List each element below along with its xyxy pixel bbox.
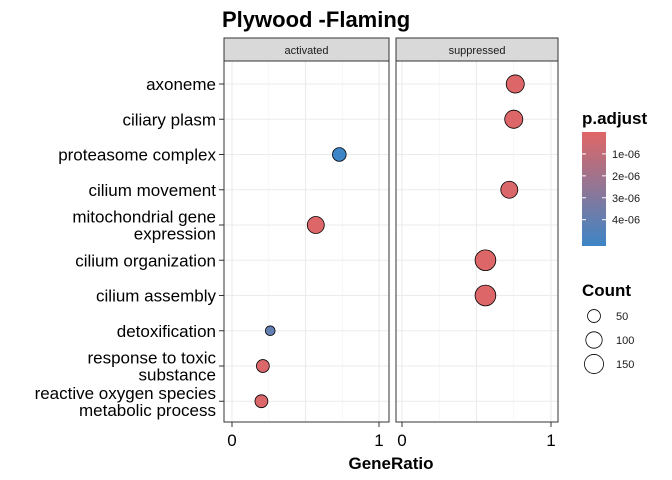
points-suppressed (474, 74, 525, 307)
strip-label-activated: activated (284, 45, 328, 57)
legend-size-label: 100 (616, 335, 634, 347)
legend-size-circle (587, 309, 601, 323)
y-tick-label: detoxification (117, 322, 216, 341)
legend-size-circle (585, 331, 603, 349)
data-point (504, 109, 524, 129)
y-tick-label: reactive oxygen species metabolic process (35, 384, 216, 420)
grid-suppressed (396, 61, 558, 422)
facet-suppressed: suppressed (395, 37, 559, 423)
legend-size-label: 150 (616, 359, 634, 371)
data-point (332, 147, 347, 162)
x-tick-label: 0 (227, 431, 236, 450)
x-axis-title: GeneRatio (348, 454, 433, 473)
legend-color-label: 3e-06 (612, 193, 640, 205)
data-point (306, 216, 325, 234)
points-activated (254, 147, 347, 409)
panel-border-suppressed (395, 60, 559, 423)
data-point (474, 284, 497, 307)
facet-activated: activated (223, 37, 390, 423)
strip-label-suppressed: suppressed (449, 45, 506, 57)
legend-p-adjust: p.adjust 1e-06 2e-06 3e-06 4e-06 (582, 109, 648, 246)
x-tick-label: 1 (374, 431, 383, 450)
legend-size-label: 50 (616, 311, 628, 323)
panel-border-activated (223, 60, 390, 423)
legend-color-label: 1e-06 (612, 149, 640, 161)
grid-activated (224, 61, 389, 422)
x-tick-label: 0 (397, 431, 406, 450)
legend-color-ticks: 1e-06 2e-06 3e-06 4e-06 (582, 149, 640, 227)
data-point (474, 249, 497, 272)
y-tick-label: response to toxic substance (87, 349, 216, 385)
y-tick-label: cilium movement (88, 181, 216, 200)
y-tick-label: ciliary plasm (122, 110, 216, 129)
y-tick-label: cilium organization (75, 251, 216, 270)
y-tick-label: cilium assembly (96, 287, 216, 306)
legend-count: Count 50 100 150 (582, 281, 634, 374)
data-point (256, 359, 270, 373)
legend-count-title: Count (582, 281, 631, 300)
y-tick-label: proteasome complex (58, 146, 216, 165)
data-point (500, 180, 519, 199)
y-axis-labels: axoneme ciliary plasm proteasome complex ci… (35, 75, 224, 420)
legend-p-adjust-title: p.adjust (582, 109, 648, 128)
legend-color-label: 4e-06 (612, 215, 640, 227)
chart-title: Plywood -Flaming (222, 7, 410, 32)
legend-size-entries: 50 100 150 (584, 309, 634, 374)
legend-colorbar (582, 132, 606, 246)
legend-size-circle (584, 354, 604, 374)
data-point (254, 394, 269, 409)
y-tick-label: mitochondrial gene expression (72, 208, 216, 244)
x-tick-label: 1 (546, 431, 555, 450)
data-point (505, 74, 525, 94)
y-tick-label: axoneme (146, 75, 216, 94)
legend-color-label: 2e-06 (612, 171, 640, 183)
data-point (264, 325, 276, 337)
panel-activated (223, 60, 390, 423)
